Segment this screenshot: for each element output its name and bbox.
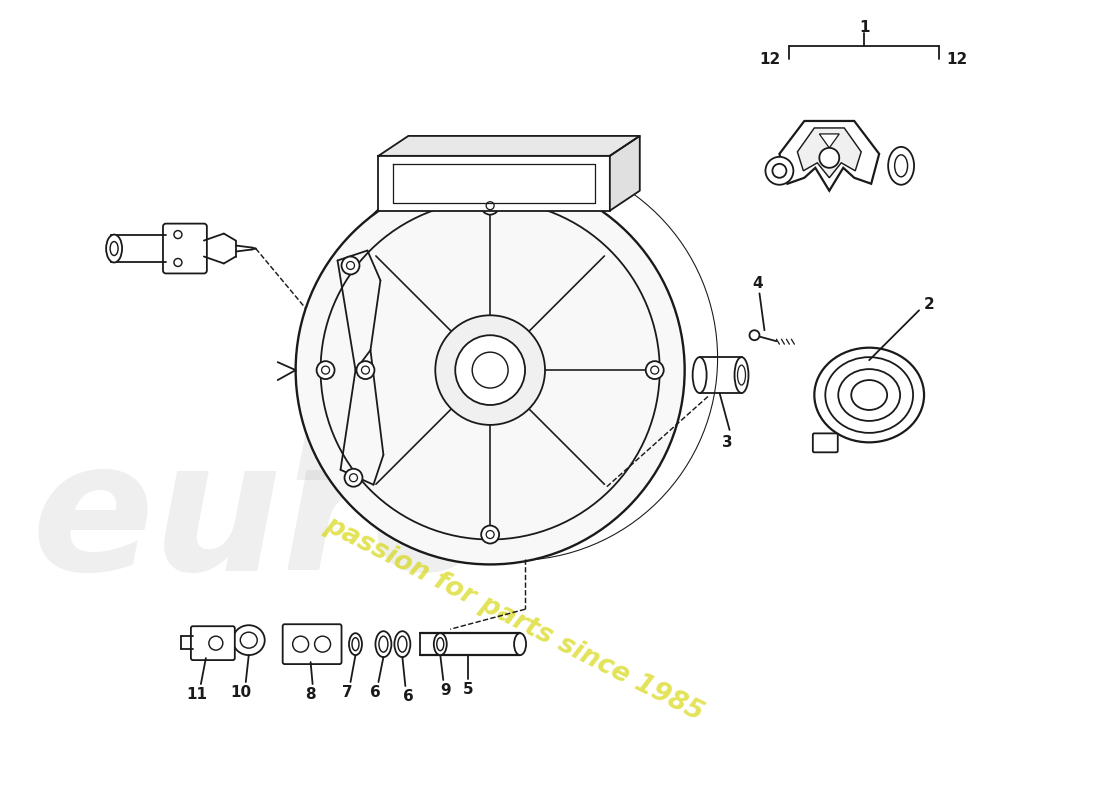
Polygon shape	[798, 128, 861, 178]
Text: 11: 11	[186, 687, 208, 702]
Text: 8: 8	[306, 687, 316, 702]
Polygon shape	[378, 136, 640, 156]
Circle shape	[646, 361, 663, 379]
Circle shape	[820, 148, 839, 168]
Text: 6: 6	[403, 690, 414, 705]
Circle shape	[341, 257, 360, 274]
Circle shape	[356, 361, 374, 379]
Text: 4: 4	[752, 276, 762, 291]
FancyBboxPatch shape	[378, 156, 609, 210]
Text: 1: 1	[859, 20, 869, 34]
Text: 12: 12	[946, 52, 968, 66]
Ellipse shape	[433, 633, 447, 655]
Polygon shape	[609, 136, 640, 210]
Text: 12: 12	[759, 52, 780, 66]
Ellipse shape	[514, 633, 526, 655]
Ellipse shape	[233, 626, 265, 655]
Circle shape	[481, 526, 499, 543]
Text: passion for parts since 1985: passion for parts since 1985	[320, 512, 708, 726]
Circle shape	[766, 157, 793, 185]
Ellipse shape	[349, 633, 362, 655]
Text: 2: 2	[924, 297, 934, 312]
Text: 9: 9	[440, 683, 451, 698]
Ellipse shape	[693, 357, 706, 393]
Text: 3: 3	[723, 435, 733, 450]
FancyBboxPatch shape	[191, 626, 234, 660]
FancyBboxPatch shape	[813, 434, 838, 452]
FancyBboxPatch shape	[283, 624, 341, 664]
Ellipse shape	[395, 631, 410, 657]
FancyBboxPatch shape	[163, 224, 207, 274]
Text: 10: 10	[230, 686, 251, 701]
Circle shape	[296, 176, 684, 565]
Circle shape	[436, 315, 544, 425]
Polygon shape	[780, 121, 879, 190]
Ellipse shape	[735, 357, 748, 393]
Ellipse shape	[888, 147, 914, 185]
Circle shape	[749, 330, 759, 340]
Polygon shape	[820, 134, 839, 148]
Circle shape	[317, 361, 334, 379]
Text: 6: 6	[370, 686, 381, 701]
Circle shape	[481, 197, 499, 214]
Circle shape	[344, 469, 363, 486]
Text: 7: 7	[342, 686, 353, 701]
Text: 5: 5	[463, 682, 473, 698]
Ellipse shape	[375, 631, 392, 657]
Circle shape	[455, 335, 525, 405]
Text: euro: euro	[31, 431, 495, 607]
Text: r: r	[290, 342, 380, 518]
Ellipse shape	[814, 348, 924, 442]
Ellipse shape	[106, 234, 122, 262]
